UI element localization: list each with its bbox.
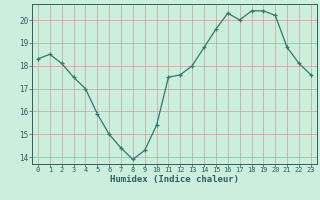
X-axis label: Humidex (Indice chaleur): Humidex (Indice chaleur) bbox=[110, 175, 239, 184]
